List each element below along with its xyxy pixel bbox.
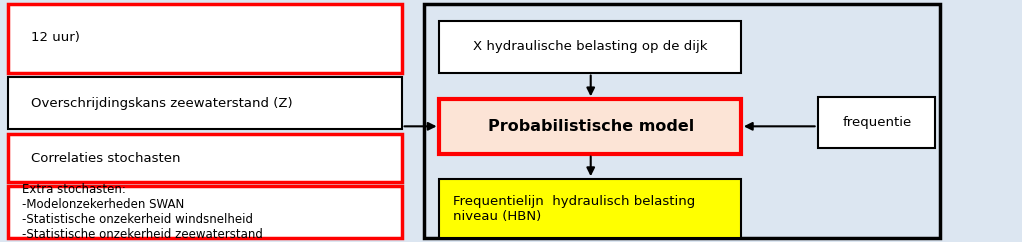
Text: Correlaties stochasten: Correlaties stochasten — [31, 151, 180, 165]
Text: frequentie: frequentie — [842, 116, 912, 129]
FancyBboxPatch shape — [439, 21, 741, 73]
Text: X hydraulische belasting op de dijk: X hydraulische belasting op de dijk — [473, 40, 708, 53]
Text: 12 uur): 12 uur) — [31, 31, 80, 44]
FancyBboxPatch shape — [8, 134, 402, 182]
Text: Frequentielijn  hydraulisch belasting
niveau (HBN): Frequentielijn hydraulisch belasting niv… — [453, 195, 695, 223]
Text: Extra stochasten:
-Modelonzekerheden SWAN
-Statistische onzekerheid windsnelheid: Extra stochasten: -Modelonzekerheden SWA… — [22, 183, 264, 242]
FancyBboxPatch shape — [8, 186, 402, 238]
FancyBboxPatch shape — [8, 77, 402, 129]
FancyBboxPatch shape — [439, 99, 741, 154]
Text: Probabilistische model: Probabilistische model — [487, 119, 694, 134]
FancyBboxPatch shape — [818, 97, 935, 148]
FancyBboxPatch shape — [439, 179, 741, 238]
Text: Overschrijdingskans zeewaterstand (Z): Overschrijdingskans zeewaterstand (Z) — [31, 97, 292, 110]
FancyBboxPatch shape — [8, 4, 402, 73]
